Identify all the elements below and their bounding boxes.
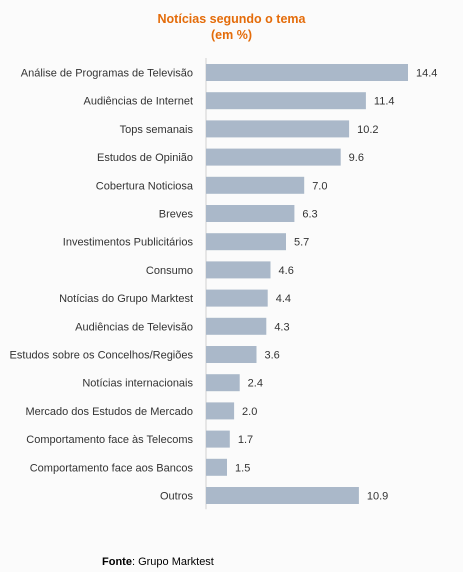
value-label: 4.3	[274, 321, 289, 333]
category-label: Análise de Programas de Televisão	[21, 68, 193, 80]
chart-title: Notícias segundo o tema	[157, 12, 306, 26]
category-label: Estudos de Opinião	[97, 152, 193, 164]
source-text: : Grupo Marktest	[131, 556, 214, 568]
bar	[206, 402, 235, 420]
category-label: Cobertura Noticiosa	[96, 180, 194, 192]
value-label: 11.4	[374, 96, 395, 108]
category-label: Breves	[159, 209, 194, 221]
category-label: Notícias do Grupo Marktest	[59, 293, 193, 305]
value-label: 10.9	[367, 491, 388, 503]
value-label: 1.7	[238, 434, 253, 446]
value-label: 7.0	[312, 180, 327, 192]
source-label: Fonte	[102, 556, 132, 568]
value-label: 14.4	[416, 68, 437, 80]
category-label: Consumo	[146, 265, 193, 277]
category-label: Estudos sobre os Concelhos/Regiões	[10, 350, 194, 362]
value-label: 2.0	[242, 406, 257, 418]
value-label: 1.5	[235, 462, 250, 474]
value-label: 5.7	[294, 237, 309, 249]
value-label: 10.2	[357, 124, 378, 136]
bar	[206, 261, 271, 279]
bar	[206, 317, 267, 335]
bar	[206, 289, 268, 307]
value-label: 3.6	[265, 350, 280, 362]
category-label: Audiências de Internet	[84, 96, 193, 108]
bar	[206, 92, 366, 110]
bar	[206, 64, 408, 81]
bar	[206, 205, 295, 222]
category-label: Comportamento face às Telecoms	[26, 434, 193, 446]
category-label: Investimentos Publicitários	[63, 237, 194, 249]
chart-subtitle: (em %)	[211, 28, 252, 42]
category-label: Mercado dos Estudos de Mercado	[25, 406, 193, 418]
value-label: 9.6	[349, 152, 364, 164]
chart-title-block: Notícias segundo o tema (em %)	[0, 11, 463, 43]
bar	[206, 120, 350, 138]
category-label: Audiências de Televisão	[75, 321, 193, 333]
bar	[206, 487, 359, 504]
bar	[206, 176, 305, 194]
value-label: 4.4	[276, 293, 291, 305]
bar	[206, 233, 286, 251]
category-label: Notícias internacionais	[82, 378, 193, 390]
category-label: Comportamento face aos Bancos	[30, 462, 194, 474]
bar	[206, 346, 257, 363]
bar	[206, 430, 230, 448]
category-label: Outros	[160, 491, 194, 503]
bar	[206, 374, 240, 392]
source-note: Fonte: Grupo Marktest	[102, 556, 214, 568]
bar-chart: Análise de Programas de Televisão 14.4 Aud…	[10, 58, 437, 510]
category-label: Tops semanais	[120, 124, 194, 136]
bar	[206, 458, 227, 476]
value-label: 6.3	[302, 209, 317, 221]
bar	[206, 148, 341, 166]
value-label: 4.6	[279, 265, 294, 277]
value-label: 2.4	[248, 378, 263, 390]
